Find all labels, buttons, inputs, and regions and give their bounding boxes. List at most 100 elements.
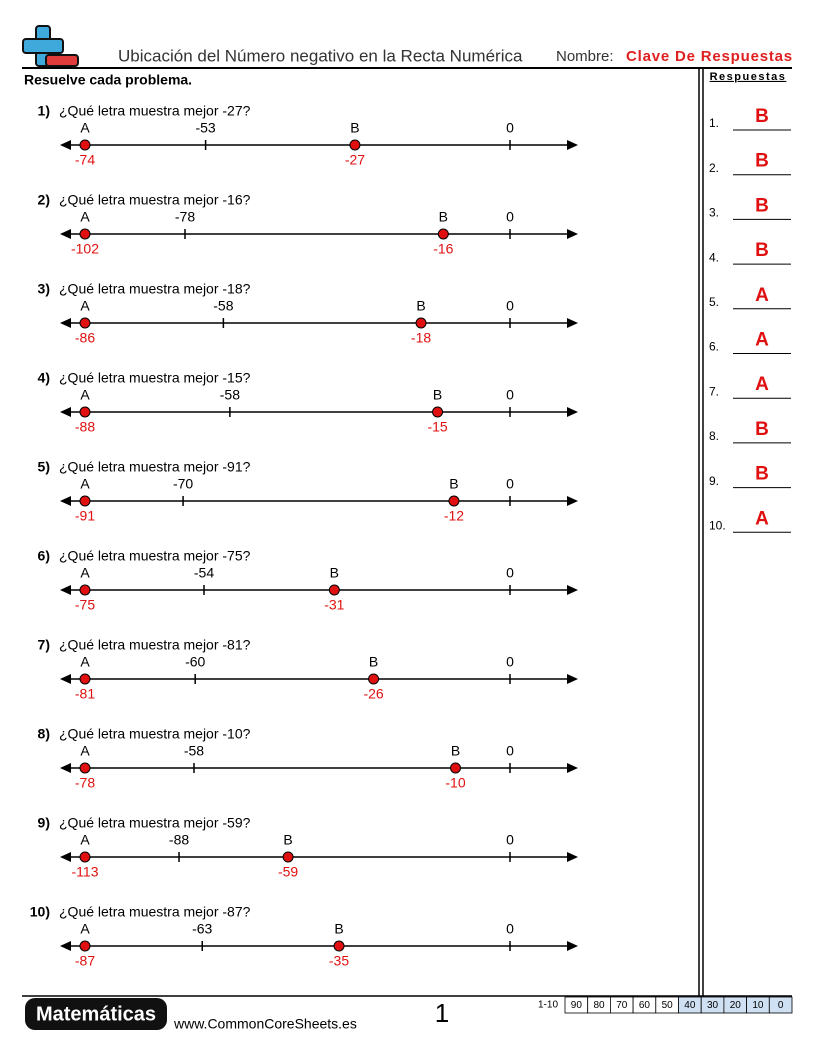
answer-number: 7.	[709, 384, 719, 398]
point	[79, 762, 91, 774]
tick-label: 0	[506, 654, 514, 670]
point-letter: A	[80, 298, 90, 314]
score-cell	[768, 996, 793, 1014]
point-letter: B	[283, 832, 292, 848]
point	[79, 406, 91, 418]
point-value: -91	[75, 508, 95, 524]
question: ¿Qué letra muestra mejor -27?	[59, 103, 251, 119]
tick-label: 0	[506, 565, 514, 581]
question: ¿Qué letra muestra mejor -87?	[59, 904, 251, 920]
answer: B	[755, 195, 769, 216]
point-value: -15	[427, 419, 447, 435]
point-letter: A	[80, 387, 90, 403]
name-label: Nombre:	[556, 48, 614, 65]
arrow	[567, 496, 578, 506]
tick-label: 0	[506, 120, 514, 136]
score-range: 1-10	[538, 1000, 558, 1011]
arrow	[60, 496, 71, 506]
point-value: -88	[75, 419, 95, 435]
score: 50	[662, 1000, 674, 1011]
point-value: -10	[445, 775, 465, 791]
tick-label: -58	[213, 298, 233, 314]
question: ¿Qué letra muestra mejor -15?	[59, 370, 251, 386]
point-letter: B	[330, 565, 339, 581]
tick-label: -54	[194, 565, 214, 581]
problem-number: 6)	[38, 548, 50, 564]
point-letter: A	[80, 120, 90, 136]
arrow	[60, 407, 71, 417]
arrow	[60, 229, 71, 239]
point-letter: B	[449, 476, 458, 492]
point	[79, 673, 91, 685]
problem-number: 9)	[38, 815, 50, 831]
score: 40	[684, 1000, 696, 1011]
score: 10	[752, 1000, 764, 1011]
tick-label: -78	[175, 209, 195, 225]
problem-number: 4)	[38, 370, 50, 386]
point-value: -35	[329, 953, 349, 969]
answer: A	[755, 508, 769, 529]
score: 20	[730, 1000, 742, 1011]
score: 60	[639, 1000, 651, 1011]
answer-number: 6.	[709, 340, 719, 354]
tick-label: -88	[169, 832, 189, 848]
title: Ubicación del Número negativo en la Rect…	[118, 46, 523, 65]
point	[79, 495, 91, 507]
problem-number: 5)	[38, 459, 50, 475]
logo	[22, 25, 79, 67]
score: 80	[593, 1000, 605, 1011]
website: www.CommonCoreSheets.es	[173, 1016, 357, 1032]
question: ¿Qué letra muestra mejor -59?	[59, 815, 251, 831]
tick-label: -70	[173, 476, 193, 492]
arrow	[567, 407, 578, 417]
answer: B	[755, 419, 769, 440]
arrow	[567, 229, 578, 239]
tick-label: -58	[184, 743, 204, 759]
point-value: -102	[71, 241, 99, 257]
answer: A	[755, 374, 769, 395]
answer: B	[755, 464, 769, 485]
tick-label: 0	[506, 209, 514, 225]
score: 0	[778, 1000, 784, 1011]
answer: A	[755, 330, 769, 351]
point-value: -74	[75, 152, 95, 168]
point	[437, 228, 449, 240]
point	[432, 406, 444, 418]
tick-label: 0	[506, 476, 514, 492]
arrow	[567, 674, 578, 684]
point-letter: B	[439, 209, 448, 225]
question: ¿Qué letra muestra mejor -10?	[59, 726, 251, 742]
arrow	[60, 852, 71, 862]
answer-number: 5.	[709, 295, 719, 309]
point-letter: B	[416, 298, 425, 314]
answer-number: 3.	[709, 206, 719, 220]
problem-number: 7)	[38, 637, 50, 653]
point	[333, 940, 345, 952]
point	[448, 495, 460, 507]
point-value: -12	[444, 508, 464, 524]
point-letter: A	[80, 565, 90, 581]
point-letter: A	[80, 743, 90, 759]
question: ¿Qué letra muestra mejor -16?	[59, 192, 251, 208]
point-value: -16	[433, 241, 453, 257]
arrow	[60, 140, 71, 150]
question: ¿Qué letra muestra mejor -75?	[59, 548, 251, 564]
score: 70	[616, 1000, 628, 1011]
point	[79, 584, 91, 596]
point	[415, 317, 427, 329]
point	[368, 673, 380, 685]
point-value: -87	[75, 953, 95, 969]
point	[349, 139, 361, 151]
point	[79, 851, 91, 863]
answer-number: 10.	[709, 518, 726, 532]
point-value: -78	[75, 775, 95, 791]
point-letter: A	[80, 832, 90, 848]
arrow	[567, 585, 578, 595]
subject-badge	[25, 998, 167, 1030]
problem-number: 8)	[38, 726, 50, 742]
point-letter: B	[433, 387, 442, 403]
point	[282, 851, 294, 863]
question: ¿Qué letra muestra mejor -18?	[59, 281, 251, 297]
problem-number: 10)	[30, 904, 50, 920]
